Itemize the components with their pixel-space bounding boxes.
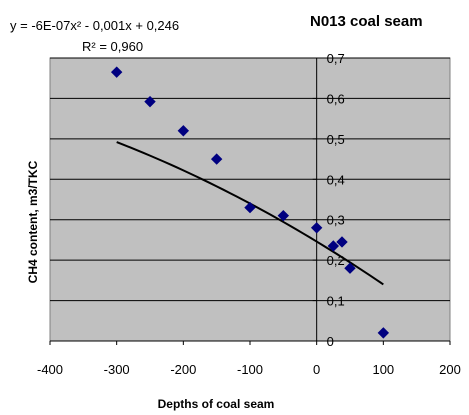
x-tick-label: -300 bbox=[104, 362, 130, 377]
x-tick-label: 0 bbox=[313, 362, 320, 377]
data-point bbox=[210, 153, 223, 165]
data-point bbox=[110, 66, 123, 78]
data-point bbox=[336, 236, 348, 248]
y-tick-label: 0,3 bbox=[327, 213, 345, 228]
x-tick-label: -100 bbox=[237, 362, 263, 377]
data-point bbox=[277, 209, 290, 222]
y-tick-label: 0,5 bbox=[327, 132, 345, 147]
x-tick-label: -200 bbox=[170, 362, 196, 377]
x-axis-label: Depths of coal seam bbox=[158, 397, 275, 411]
data-point bbox=[144, 95, 156, 108]
data-point bbox=[344, 262, 356, 274]
gridlines bbox=[50, 57, 450, 302]
data-point bbox=[244, 201, 256, 214]
y-tick-label: 0 bbox=[327, 334, 334, 349]
x-tick-label: 100 bbox=[372, 362, 394, 377]
x-tick-label: -400 bbox=[37, 362, 63, 377]
y-tick-label: 0,6 bbox=[327, 91, 345, 106]
data-point bbox=[377, 327, 390, 339]
x-tick-labels: -400 -300 -200 -100 0 100 200 bbox=[37, 341, 461, 377]
y-tick-label: 0,2 bbox=[327, 253, 345, 268]
y-tick-labels: 0 0,1 0,2 0,3 0,4 0,5 0,6 0,7 bbox=[312, 51, 345, 349]
data-point bbox=[177, 125, 190, 137]
data-point bbox=[327, 240, 340, 252]
trendline-equation: y = -6E-07x² - 0,001x + 0,246 bbox=[10, 18, 179, 33]
chart-title: N013 coal seam bbox=[310, 13, 423, 30]
plot-area bbox=[49, 57, 451, 342]
y-tick-label: 0,1 bbox=[327, 294, 345, 309]
x-tick-label: 200 bbox=[439, 362, 461, 377]
y-axis-label: CH4 content, m3/TKC bbox=[26, 160, 40, 283]
data-point bbox=[310, 222, 323, 234]
data-points bbox=[110, 66, 390, 339]
r-squared-label: R² = 0,960 bbox=[82, 39, 143, 54]
y-tick-label: 0,4 bbox=[327, 172, 345, 187]
y-tick-label: 0,7 bbox=[327, 51, 345, 66]
